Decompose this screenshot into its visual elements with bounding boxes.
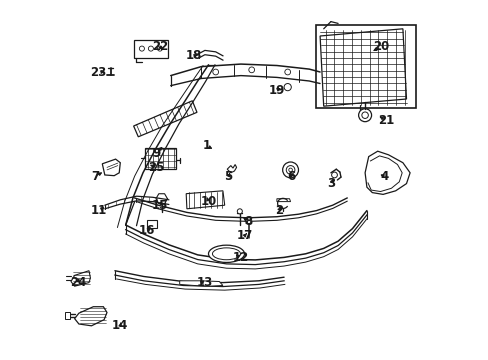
Circle shape [284, 69, 290, 75]
Circle shape [157, 46, 162, 51]
Text: 4: 4 [380, 170, 388, 183]
Circle shape [284, 84, 291, 91]
Circle shape [331, 172, 337, 178]
FancyBboxPatch shape [316, 25, 415, 108]
Text: 11: 11 [90, 204, 106, 217]
Circle shape [358, 109, 371, 122]
Polygon shape [276, 199, 290, 202]
Circle shape [139, 46, 144, 51]
Polygon shape [71, 271, 90, 286]
Text: 6: 6 [286, 170, 295, 183]
Circle shape [361, 112, 367, 118]
Bar [65, 312, 69, 319]
Circle shape [248, 67, 254, 73]
Circle shape [212, 69, 218, 75]
FancyBboxPatch shape [134, 40, 168, 58]
Text: 24: 24 [70, 276, 86, 289]
Text: 14: 14 [112, 319, 128, 332]
Circle shape [148, 46, 153, 51]
Circle shape [288, 168, 292, 172]
Text: 9: 9 [152, 147, 160, 159]
Circle shape [245, 218, 251, 224]
Circle shape [237, 209, 242, 214]
Bar [145, 148, 176, 169]
Polygon shape [186, 191, 224, 209]
Text: 17: 17 [236, 229, 252, 242]
Polygon shape [365, 151, 409, 194]
Text: 10: 10 [200, 195, 216, 208]
Text: 18: 18 [185, 49, 202, 62]
Text: 22: 22 [151, 40, 168, 53]
Ellipse shape [208, 245, 244, 262]
Polygon shape [320, 29, 406, 106]
Circle shape [282, 162, 298, 178]
Polygon shape [133, 101, 197, 137]
Polygon shape [102, 159, 120, 176]
Text: 19: 19 [268, 84, 285, 96]
Text: 5: 5 [224, 170, 232, 183]
Text: 13: 13 [196, 276, 213, 289]
Text: 25: 25 [148, 161, 164, 174]
Text: 15: 15 [151, 199, 168, 212]
Text: 20: 20 [372, 40, 388, 53]
Text: 1: 1 [202, 139, 210, 152]
Text: 3: 3 [326, 177, 334, 190]
Polygon shape [179, 281, 223, 286]
Bar [146, 220, 157, 228]
Polygon shape [227, 165, 236, 173]
Ellipse shape [212, 248, 240, 260]
Text: 23: 23 [90, 66, 106, 78]
Text: 8: 8 [244, 215, 252, 228]
Text: 12: 12 [232, 251, 248, 264]
Text: 16: 16 [139, 224, 155, 237]
Circle shape [285, 166, 294, 174]
Text: 7: 7 [91, 170, 99, 183]
Text: 21: 21 [378, 114, 394, 127]
Polygon shape [75, 307, 107, 326]
Text: 2: 2 [274, 204, 282, 217]
